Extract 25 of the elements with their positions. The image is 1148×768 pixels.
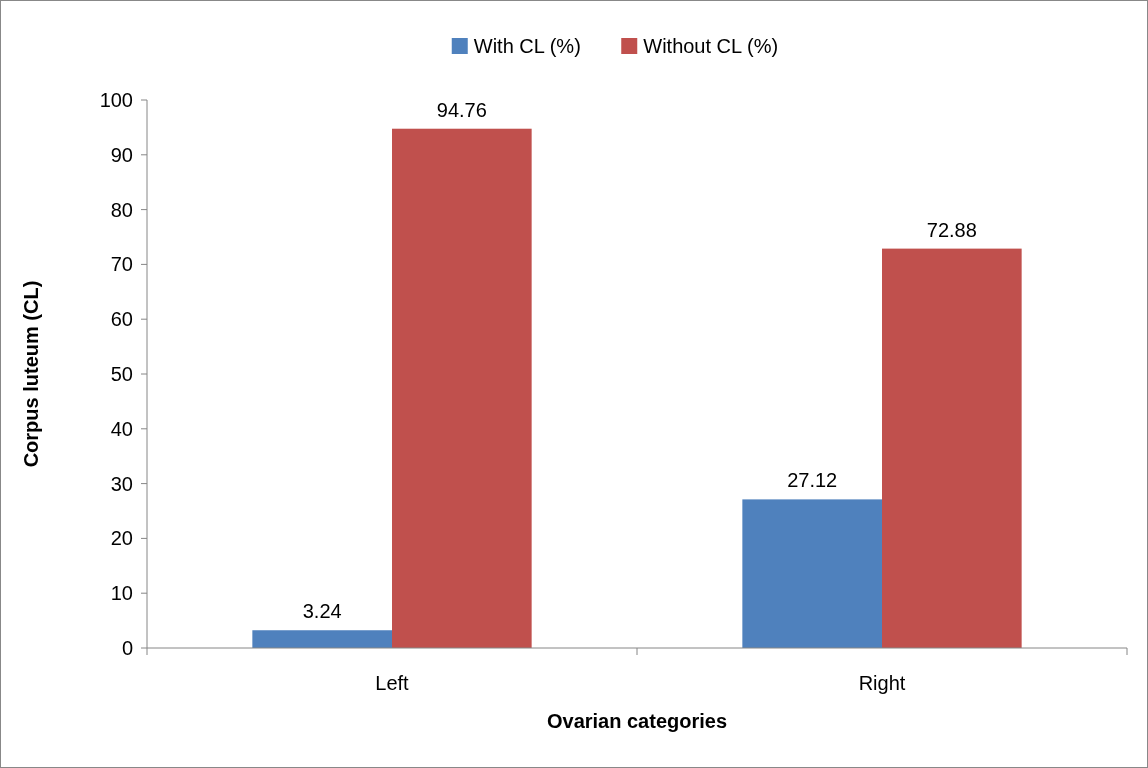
y-tick-label: 20 [110,527,133,550]
bar [742,499,882,648]
y-tick-label: 40 [110,417,133,440]
y-tick-label: 30 [110,472,133,495]
legend-label: With CL (%) [473,35,581,57]
data-label: 3.24 [302,600,342,623]
y-axis-title: Corpus luteum (CL) [20,280,42,468]
bar [392,128,532,648]
y-tick-label: 70 [110,253,133,276]
x-tick-label: Left [375,672,410,694]
bar [252,630,392,648]
y-tick-label: 0 [121,637,133,659]
data-label: 72.88 [926,218,977,241]
x-tick-label: Right [858,672,906,694]
y-tick-label: 80 [110,198,133,221]
y-tick-label: 60 [110,308,133,331]
data-label: 27.12 [787,469,838,492]
data-label: 94.76 [436,98,487,121]
legend-label: Without CL (%) [643,35,779,57]
y-tick-label: 100 [99,89,133,111]
bar [882,248,1022,648]
x-axis-title: Ovarian categories [546,710,728,732]
y-tick-label: 90 [110,143,133,166]
y-tick-label: 10 [110,582,133,605]
y-tick-label: 50 [110,363,133,385]
